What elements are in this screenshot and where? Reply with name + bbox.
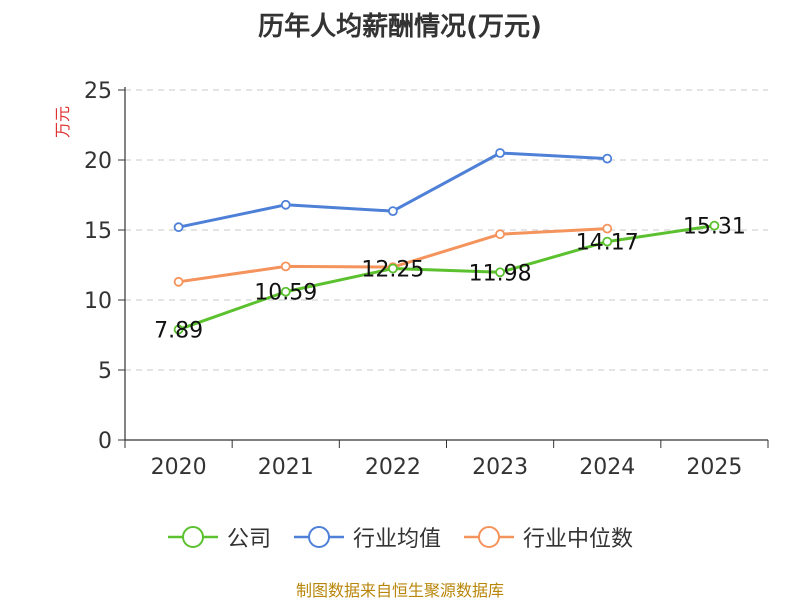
series-line bbox=[178, 224, 715, 331]
x-tick-label: 2023 bbox=[472, 455, 528, 480]
data-label: 7.89 bbox=[154, 319, 203, 344]
data-point[interactable] bbox=[280, 286, 291, 297]
data-point[interactable] bbox=[388, 263, 398, 274]
data-labels: 7.89 10.59 12.25 11.98 14.17 15.31 bbox=[154, 215, 746, 344]
legend-item[interactable]: 公司 bbox=[167, 521, 271, 553]
series-lines bbox=[173, 148, 720, 335]
data-label: 12.25 bbox=[361, 258, 424, 283]
chart-title: 历年人均薪酬情况(万元) bbox=[258, 12, 542, 42]
legend-label: 行业中位数 bbox=[523, 527, 634, 552]
data-point[interactable] bbox=[173, 222, 184, 233]
data-point[interactable] bbox=[388, 206, 398, 217]
data-label: 14.17 bbox=[576, 231, 639, 256]
x-tick-label: 2025 bbox=[686, 455, 742, 480]
data-label: 10.59 bbox=[254, 281, 317, 306]
data-point[interactable] bbox=[495, 267, 505, 278]
legend-label: 公司 bbox=[226, 527, 271, 552]
data-point[interactable] bbox=[602, 236, 613, 247]
data-point[interactable] bbox=[173, 276, 184, 287]
grid-lines bbox=[125, 89, 768, 371]
x-tick-label: 2021 bbox=[258, 455, 314, 480]
data-point[interactable] bbox=[280, 261, 291, 272]
y-tick-label: 25 bbox=[84, 79, 112, 104]
legend-marker bbox=[307, 526, 330, 548]
legend-item[interactable]: 行业均值 bbox=[293, 521, 441, 553]
y-tick-label: 5 bbox=[98, 359, 112, 384]
data-point[interactable] bbox=[495, 148, 505, 158]
data-point[interactable] bbox=[280, 199, 291, 210]
legend-marker bbox=[181, 526, 204, 548]
data-label: 11.98 bbox=[469, 261, 532, 286]
legend-swatch bbox=[293, 526, 344, 548]
data-point[interactable] bbox=[602, 223, 613, 234]
legend-label: 行业均值 bbox=[352, 527, 441, 552]
x-tick-label: 2022 bbox=[365, 455, 421, 480]
data-point[interactable] bbox=[495, 229, 505, 240]
y-tick-label: 15 bbox=[84, 219, 112, 244]
legend-swatch bbox=[464, 526, 514, 548]
y-axis-label: 万元 bbox=[53, 106, 72, 138]
legend-swatch bbox=[167, 526, 218, 548]
x-tick-label: 2024 bbox=[579, 455, 635, 480]
data-label: 15.31 bbox=[683, 215, 746, 240]
source-footer: 制图数据来自恒生聚源数据库 bbox=[295, 581, 504, 600]
series-line bbox=[178, 151, 608, 229]
data-point[interactable] bbox=[173, 324, 184, 335]
legend-marker bbox=[478, 526, 500, 548]
y-tick-label: 10 bbox=[84, 289, 112, 314]
data-point[interactable] bbox=[709, 220, 720, 231]
y-tick-label: 0 bbox=[98, 429, 112, 454]
legend-item[interactable]: 行业中位数 bbox=[463, 521, 633, 553]
y-tick-label: 20 bbox=[84, 149, 112, 174]
legend: 公司 行业均值 行业中位数 bbox=[0, 520, 800, 554]
x-tick-label: 2020 bbox=[151, 455, 207, 480]
data-point[interactable] bbox=[602, 153, 613, 164]
